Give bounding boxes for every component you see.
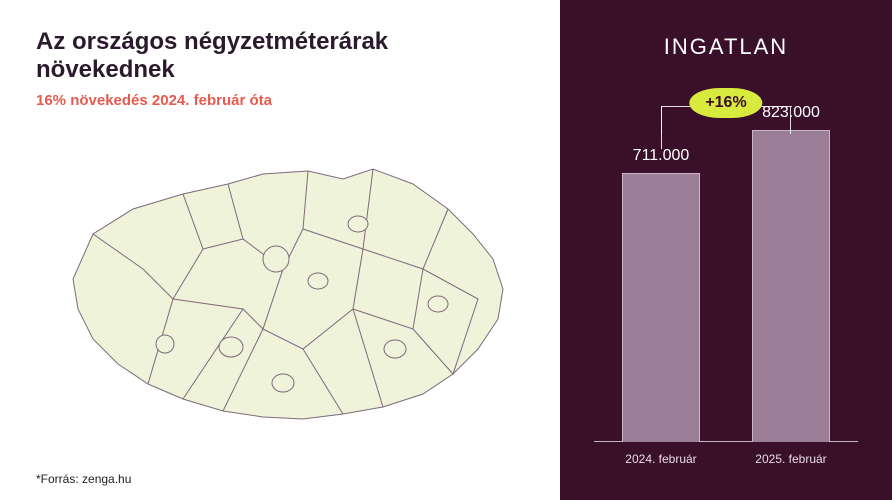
bar — [622, 173, 700, 442]
infographic-root: Az országos négyzetméterárak növekednek … — [0, 0, 892, 500]
bar — [752, 130, 830, 442]
headline: Az országos négyzetméterárak növekednek — [36, 28, 530, 84]
left-panel: Az országos négyzetméterárak növekednek … — [0, 0, 560, 500]
growth-badge: +16% — [689, 88, 762, 118]
bar-value-label: 711.000 — [601, 147, 721, 165]
x-axis-label: 2025. február — [731, 452, 851, 466]
source-value: zenga.hu — [82, 472, 131, 486]
hungary-map — [36, 109, 530, 469]
bar-chart: 711.000823.000 — [600, 120, 852, 442]
right-panel: INGATLAN +16% 711.000823.000 2024. febru… — [560, 0, 892, 500]
subheadline: 16% növekedés 2024. február óta — [36, 92, 530, 109]
x-axis-label: 2024. február — [601, 452, 721, 466]
source-prefix: *Forrás: — [36, 472, 82, 486]
chart-title: INGATLAN — [560, 0, 892, 60]
hungary-map-svg — [53, 139, 513, 439]
source-note: *Forrás: zenga.hu — [36, 472, 131, 486]
